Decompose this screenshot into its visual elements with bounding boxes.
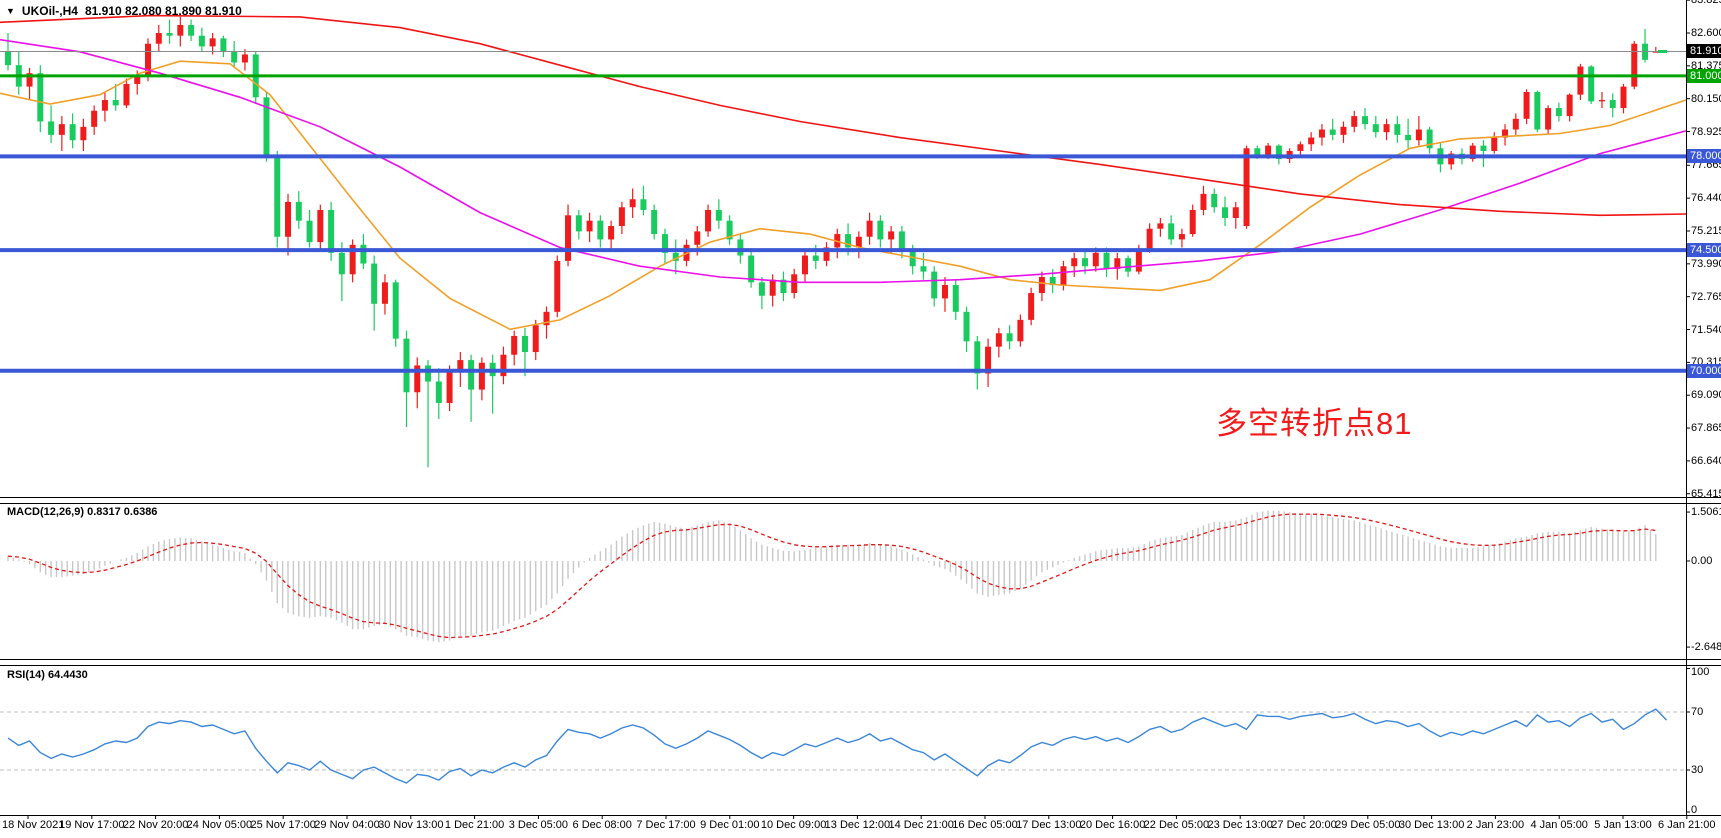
symbol-timeframe-label: UKOil-,H4: [21, 4, 78, 18]
ma-red-line: [0, 14, 1687, 217]
price-badge: 78.000: [1687, 149, 1721, 164]
time-axis-label: 4 Jan 05:00: [1530, 819, 1588, 831]
rsi-axis-label: 30: [1691, 764, 1704, 776]
time-axis-label: 29 Nov 04:00: [314, 819, 380, 831]
time-axis-label: 10 Dec 09:00: [760, 819, 827, 831]
time-axis-label: 13 Dec 12:00: [824, 819, 891, 831]
axis-ticks: [27, 0, 1690, 819]
ma-orange-line: [0, 60, 1687, 331]
price-axis-label: 73.990: [1691, 257, 1721, 270]
time-axis-label: 6 Jan 21:00: [1658, 819, 1716, 831]
time-axis-label: 14 Dec 21:00: [888, 819, 954, 831]
price-axis-label: 80.150: [1691, 92, 1721, 105]
time-axis-label: 6 Dec 08:00: [572, 819, 632, 831]
time-axis-label: 25 Nov 17:00: [250, 819, 316, 831]
macd-histogram: [7, 510, 1657, 643]
macd-axis-label: 1.5061: [1691, 506, 1721, 519]
rsi-axis-label: 0: [1691, 804, 1698, 816]
price-axis-label: 65.415: [1691, 487, 1721, 500]
time-axis-label: 30 Nov 13:00: [378, 819, 444, 831]
price-axis-label: 71.540: [1691, 323, 1721, 336]
time-axis-label: 27 Dec 20:00: [1271, 819, 1337, 831]
price-badge: 74.500: [1687, 243, 1721, 258]
time-axis-label: 5 Jan 13:00: [1594, 819, 1652, 831]
time-axis-label: 24 Nov 05:00: [186, 819, 253, 831]
ohlc-readout: 81.910 82.080 81.890 81.910: [84, 4, 242, 18]
price-axis-label: 76.440: [1691, 192, 1721, 205]
horizontal-levels: [0, 49, 1686, 373]
time-axis-label: 3 Dec 05:00: [508, 819, 569, 831]
time-axis-label: 17 Dec 13:00: [1016, 819, 1082, 831]
price-badge: 70.000: [1687, 363, 1721, 378]
price-axis-label: 66.640: [1691, 454, 1721, 467]
candles-layer: [5, 16, 1659, 468]
time-axis-label: 1 Dec 21:00: [444, 819, 505, 831]
time-axis-label: 22 Dec 05:00: [1143, 819, 1210, 831]
time-axis-label: 2 Jan 23:00: [1466, 819, 1525, 831]
time-axis-label: 7 Dec 17:00: [636, 819, 696, 831]
macd-indicator-label: MACD(12,26,9) 0.8317 0.6386: [7, 506, 158, 518]
ma-magenta-line: [0, 38, 1687, 284]
price-axis-label: 78.925: [1691, 125, 1721, 138]
rsi-indicator-label: RSI(14) 64.4430: [7, 669, 88, 681]
time-axis-label: 23 Dec 13:00: [1207, 819, 1273, 831]
macd-axis-label: 0.00: [1691, 555, 1713, 567]
price-axis-label: 67.865: [1691, 422, 1721, 435]
price-axis-label: 75.215: [1691, 224, 1721, 237]
price-badge: 81.000: [1687, 68, 1721, 83]
annotation-text[interactable]: 多空转折点81: [1216, 406, 1413, 441]
current-price-marker: [1658, 49, 1667, 53]
price-axis-label: 69.090: [1691, 389, 1721, 402]
price-axis-label: 82.600: [1691, 27, 1721, 39]
rsi-axis-label: 70: [1691, 706, 1704, 718]
time-axis-label: 19 Nov 17:00: [59, 819, 125, 831]
time-axis-label: 30 Dec 13:00: [1398, 819, 1465, 831]
time-axis-label: 29 Dec 05:00: [1335, 819, 1401, 831]
time-axis-label: 22 Nov 20:00: [122, 819, 189, 831]
time-axis-label: 9 Dec 01:00: [700, 819, 760, 831]
macd-signal-line: [7, 513, 1656, 639]
rsi-line: [7, 708, 1668, 784]
rsi-axis-label: 100: [1691, 666, 1710, 678]
time-axis-label: 20 Dec 16:00: [1079, 819, 1146, 831]
symbol-header: ▼ UKOil-,H4 81.910 82.080 81.890 81.910: [6, 4, 242, 18]
symbol-dropdown-icon[interactable]: ▼: [6, 5, 15, 16]
price-axis-label: 81.375: [1691, 59, 1721, 72]
macd-axis-label: -2.6487: [1691, 641, 1721, 654]
price-badge: 81.910: [1687, 44, 1721, 59]
time-axis-label: 18 Nov 2021: [2, 819, 65, 831]
price-axis-label: 83.825: [1691, 0, 1721, 7]
price-axis-label: 72.765: [1691, 290, 1721, 303]
panel-borders: [0, 0, 1721, 816]
time-axis-label: 16 Dec 05:00: [952, 819, 1018, 831]
